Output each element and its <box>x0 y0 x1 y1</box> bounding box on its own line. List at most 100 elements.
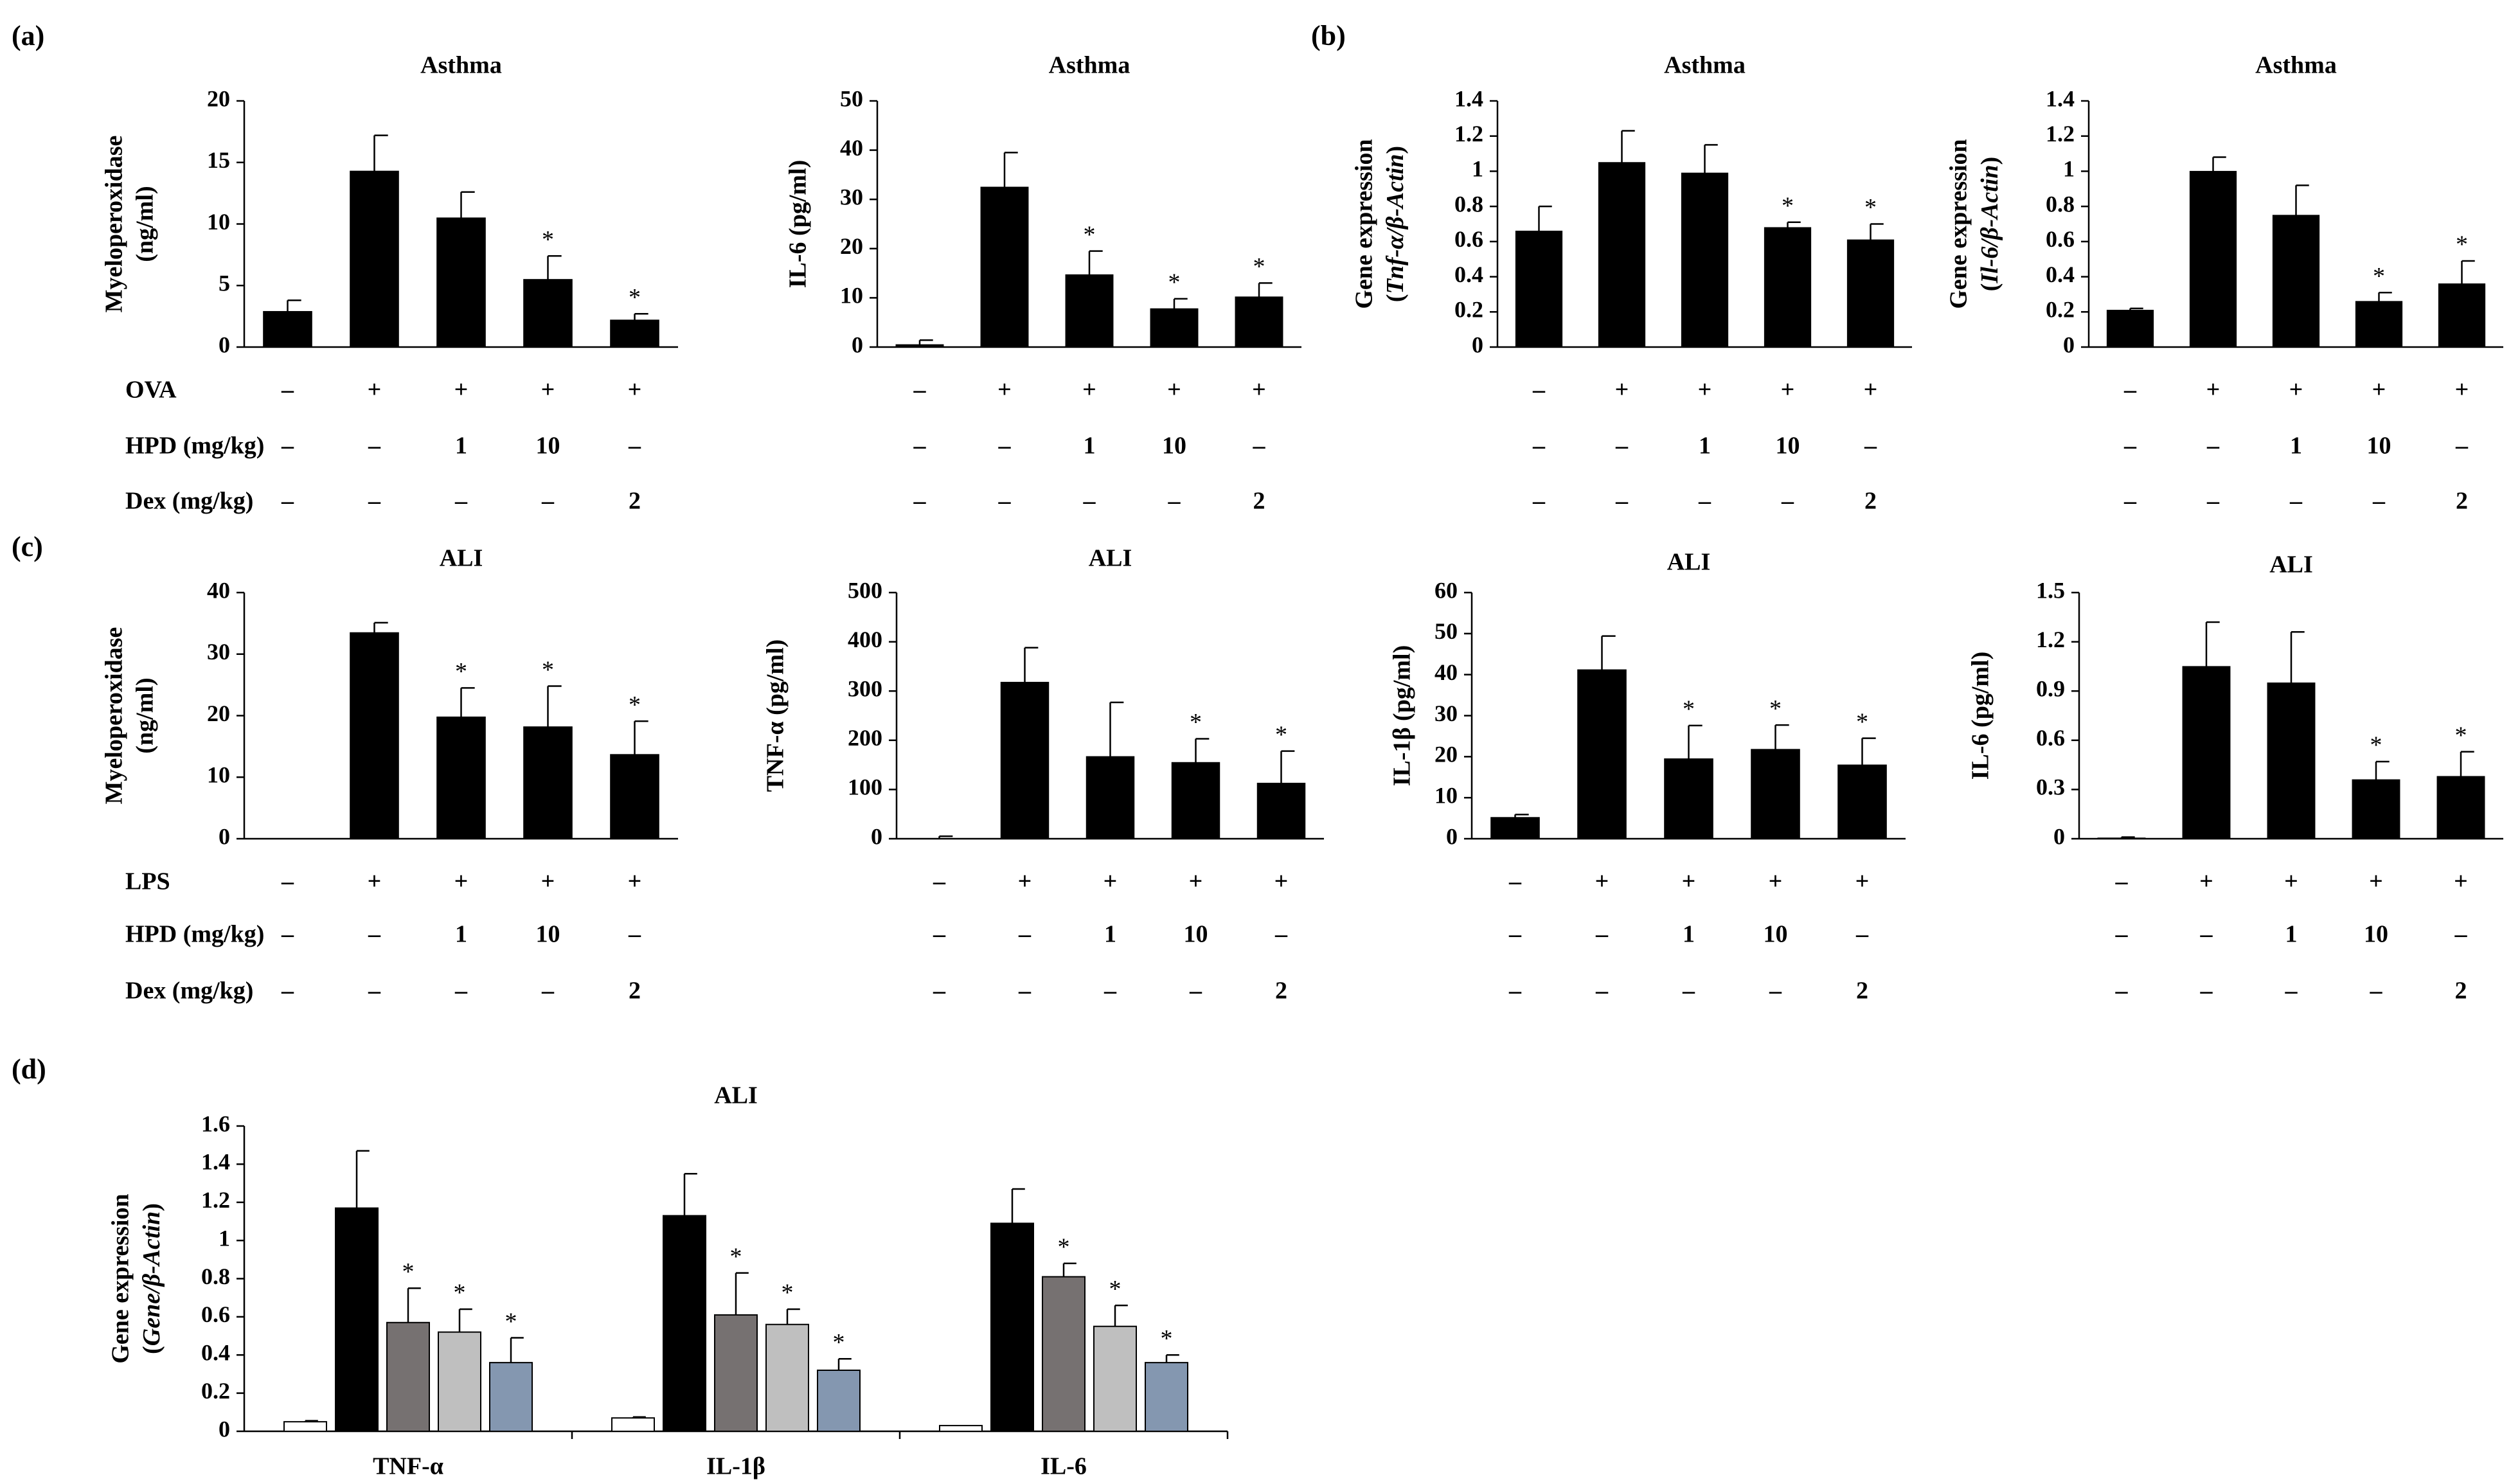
chart-title: ALI <box>714 1082 758 1109</box>
significance-star: * <box>1161 1325 1173 1352</box>
treatment-induction: + <box>2206 377 2221 404</box>
y-tick-label: 30 <box>1434 701 1458 726</box>
chart-title: Asthma <box>2255 52 2337 79</box>
chart-b1: Asthma 0 0.2 0.4 0.6 0.8 1 1.2 1.4 Gene expressio… <box>1351 52 1912 515</box>
bar-ova-hpd-1 <box>1681 172 1729 348</box>
treatment-hpd: – <box>1615 433 1629 460</box>
treatment-dex: – <box>368 978 381 1005</box>
y-tick-label: 0.4 <box>2046 262 2075 287</box>
treatment-induction: + <box>1082 377 1096 404</box>
treatment-induction: + <box>1018 868 1032 895</box>
treatment-hpd: 1 <box>1104 921 1116 948</box>
bar-lps-hpd-1 <box>1086 756 1135 839</box>
y-tick-label: 0 <box>852 332 863 357</box>
chart-title: Asthma <box>420 52 502 79</box>
treatment-hpd: 10 <box>1162 433 1186 460</box>
bar-tnf--vehicle <box>283 1421 327 1432</box>
treatment-induction: + <box>2455 377 2469 404</box>
significance-star: * <box>629 284 641 311</box>
y-axis-label: (Tnf-α/β-Actin) <box>1382 146 1409 302</box>
y-tick-label: 0 <box>2063 332 2075 357</box>
treatment-hpd: – <box>281 921 294 948</box>
treatment-hpd: – <box>913 433 927 460</box>
y-tick-label: 1.6 <box>201 1111 230 1136</box>
y-tick-label: 0.6 <box>1454 226 1483 252</box>
treatment-dex: – <box>1168 488 1181 515</box>
treatment-dex: – <box>1595 978 1609 1005</box>
row-label-dex: Dex (mg/kg) <box>125 488 253 515</box>
chart-title: ALI <box>1667 549 1711 576</box>
y-tick-label: 0 <box>871 823 882 849</box>
chart-title: ALI <box>440 545 483 572</box>
y-tick-label: 0 <box>2053 823 2065 849</box>
bar-il-6-lps-hpd-10 <box>1093 1325 1137 1432</box>
y-tick-label: 40 <box>1434 659 1458 685</box>
treatment-induction: + <box>368 377 382 404</box>
y-tick-label: 0.9 <box>2036 675 2065 701</box>
bar-vehicle <box>1490 817 1540 839</box>
bar-ova <box>2189 170 2237 348</box>
bar-ova-hpd-10 <box>2355 301 2403 348</box>
treatment-hpd: 10 <box>1764 921 1788 948</box>
y-axis-label: IL-6 (pg/ml) <box>1967 652 1994 780</box>
significance-star: * <box>782 1280 794 1307</box>
bar-tnf--lps-hpd-1 <box>386 1321 430 1432</box>
bar-lps-hpd-1 <box>1664 758 1713 839</box>
bar-tnf--lps-dex-2 <box>489 1362 533 1432</box>
treatment-dex: – <box>541 978 555 1005</box>
bar-lps-dex-2 <box>1837 764 1887 839</box>
treatment-dex: 2 <box>1253 488 1265 515</box>
y-tick-label: 1 <box>2063 156 2075 182</box>
treatment-dex: 2 <box>629 978 641 1005</box>
treatment-dex: – <box>1189 978 1202 1005</box>
bar-tnf--lps-hpd-10 <box>438 1331 481 1432</box>
row-label-hpd: HPD (mg/kg) <box>125 433 264 460</box>
chart-a2: Asthma 0 10 20 30 40 50 IL-6 (pg/ml) – – – + – – * +1 – *… <box>785 52 1301 515</box>
treatment-induction: – <box>913 377 927 404</box>
bar-ova-hpd-1 <box>436 217 486 348</box>
y-axis-label: Gene expression <box>1351 139 1378 308</box>
significance-star: * <box>542 656 554 683</box>
bar-lps-hpd-10 <box>2352 779 2400 839</box>
bar-lps-hpd-1 <box>2267 682 2316 839</box>
bar-il-1--lps-hpd-10 <box>765 1323 809 1432</box>
y-tick-label: 1 <box>219 1225 230 1251</box>
bar-vehicle <box>263 310 312 348</box>
treatment-induction: + <box>997 377 1012 404</box>
treatment-induction: – <box>281 868 294 895</box>
treatment-hpd: – <box>1595 921 1609 948</box>
y-tick-label: 1.5 <box>2036 577 2065 603</box>
bar-tnf--lps <box>335 1207 379 1432</box>
treatment-induction: + <box>1595 868 1609 895</box>
treatment-dex: – <box>2372 488 2386 515</box>
treatment-hpd: – <box>2454 921 2468 948</box>
treatment-induction: + <box>454 377 469 404</box>
treatment-induction: + <box>2369 868 2383 895</box>
y-tick-label: 10 <box>1434 782 1458 808</box>
treatment-induction: – <box>281 377 294 404</box>
treatment-hpd: – <box>2455 433 2469 460</box>
y-tick-label: 1 <box>1472 156 1483 182</box>
bar-ova-hpd-1 <box>1065 274 1114 348</box>
x-tick-label: IL-1β <box>706 1453 765 1480</box>
bar-lps-dex-2 <box>610 754 659 839</box>
y-tick-label: 0 <box>219 823 230 849</box>
y-axis-label: IL-1β (pg/ml) <box>1389 645 1416 787</box>
treatment-dex: – <box>1104 978 1117 1005</box>
bar-il-6-vehicle <box>939 1425 983 1432</box>
treatment-dex: – <box>281 978 294 1005</box>
chart-b2: Asthma 0 0.2 0.4 0.6 0.8 1 1.2 1.4 Gene expressio… <box>1945 52 2503 515</box>
treatment-dex: – <box>1615 488 1629 515</box>
bar-lps <box>1000 681 1050 839</box>
chart-c4: ALI 0 0.3 0.6 0.9 1.2 1.5 IL-6 (pg/ml) – – – + – – +1 –… <box>1967 551 2503 1005</box>
y-tick-label: 0 <box>1472 332 1483 357</box>
treatment-hpd: – <box>1274 921 1288 948</box>
y-tick-label: 1.4 <box>2046 85 2075 111</box>
treatment-hpd: – <box>1018 921 1032 948</box>
significance-star: * <box>455 658 467 685</box>
y-tick-label: 60 <box>1434 577 1458 603</box>
treatment-induction: + <box>1104 868 1118 895</box>
treatment-hpd: – <box>281 433 294 460</box>
treatment-dex: – <box>2115 978 2129 1005</box>
row-label-hpd: HPD (mg/kg) <box>125 921 264 948</box>
